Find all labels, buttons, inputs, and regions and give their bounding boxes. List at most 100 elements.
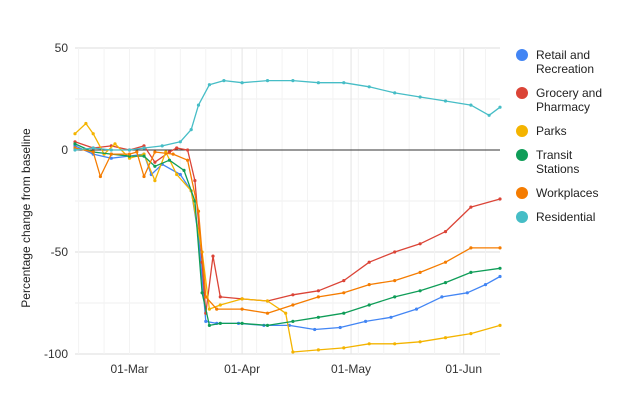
data-point-workplaces-20 xyxy=(418,270,422,274)
y-tick-label-0: 50 xyxy=(55,41,69,55)
data-point-parks-24 xyxy=(469,332,473,336)
data-point-transit-stations-14 xyxy=(291,319,295,323)
data-point-residential-6 xyxy=(178,140,182,144)
series-residential xyxy=(73,79,502,152)
data-point-retail-and-recreation-17 xyxy=(364,319,368,323)
legend-item-residential: Residential xyxy=(516,210,595,224)
data-point-residential-18 xyxy=(418,95,422,99)
data-point-retail-and-recreation-2 xyxy=(109,156,113,160)
data-point-retail-and-recreation-22 xyxy=(483,283,488,287)
legend-label-line: Retail and xyxy=(536,48,590,62)
data-point-workplaces-10 xyxy=(196,209,201,213)
legend-label-residential: Residential xyxy=(536,210,595,224)
data-point-residential-17 xyxy=(393,91,397,95)
y-tick-label-1: 0 xyxy=(61,143,68,157)
data-point-workplaces-1 xyxy=(91,150,95,154)
data-point-residential-20 xyxy=(469,103,473,107)
data-point-workplaces-9 xyxy=(186,158,190,162)
legend-item-grocery-and-pharmacy: Grocery and Pharmacy xyxy=(516,86,602,114)
data-point-residential-14 xyxy=(316,81,320,85)
data-point-grocery-and-pharmacy-19 xyxy=(367,260,371,264)
data-point-transit-stations-13 xyxy=(265,323,270,327)
data-point-workplaces-3 xyxy=(109,152,113,156)
series-lines xyxy=(73,79,502,354)
data-point-transit-stations-12 xyxy=(240,321,244,325)
legend-item-retail-and-recreation: Retail and Recreation xyxy=(516,48,594,76)
data-point-parks-19 xyxy=(342,346,346,350)
data-point-retail-and-recreation-18 xyxy=(389,315,393,319)
data-point-parks-18 xyxy=(316,348,320,352)
data-point-residential-1 xyxy=(91,146,95,150)
legend-swatch-parks xyxy=(516,125,528,137)
data-point-transit-stations-19 xyxy=(418,289,422,293)
legend-item-parks: Parks xyxy=(516,124,567,138)
data-point-parks-4 xyxy=(113,142,117,146)
legend-swatch-transit-stations xyxy=(516,149,528,161)
legend-swatch-grocery-and-pharmacy xyxy=(516,87,528,99)
data-point-workplaces-5 xyxy=(135,150,139,154)
data-point-workplaces-23 xyxy=(498,246,502,250)
series-line-retail-and-recreation xyxy=(74,145,501,331)
data-point-parks-20 xyxy=(367,342,371,346)
legend-swatch-workplaces xyxy=(516,187,528,199)
legend-label-line: Pharmacy xyxy=(536,100,590,114)
data-point-residential-2 xyxy=(109,148,113,152)
data-point-residential-10 xyxy=(222,79,226,83)
data-point-transit-stations-4 xyxy=(142,154,146,158)
data-point-residential-4 xyxy=(142,146,146,150)
data-point-residential-8 xyxy=(196,103,201,107)
legend-label-grocery-and-pharmacy: Grocery and Pharmacy xyxy=(536,86,602,114)
y-axis-ticks: 50 0 -50 -100 xyxy=(44,41,68,361)
legend-label-line: Parks xyxy=(536,124,567,138)
series-line-workplaces xyxy=(74,147,500,314)
data-point-transit-stations-22 xyxy=(498,266,502,270)
data-point-transit-stations-5 xyxy=(153,164,157,168)
data-point-residential-3 xyxy=(127,148,132,152)
data-point-parks-13 xyxy=(218,303,222,307)
x-tick-label-2: 01-May xyxy=(331,362,371,376)
data-point-parks-25 xyxy=(498,323,502,327)
legend-label-workplaces: Workplaces xyxy=(536,186,598,200)
x-axis-ticks: 01-Mar 01-Apr 01-May 01-Jun xyxy=(110,362,482,376)
data-point-workplaces-18 xyxy=(367,283,371,287)
series-line-residential xyxy=(74,79,501,151)
data-point-grocery-and-pharmacy-5 xyxy=(153,160,157,164)
data-point-workplaces-16 xyxy=(316,295,320,299)
data-point-retail-and-recreation-16 xyxy=(338,325,342,330)
data-point-transit-stations-20 xyxy=(443,281,448,285)
data-point-retail-and-recreation-23 xyxy=(498,274,502,279)
data-point-residential-5 xyxy=(160,144,164,148)
series-line-grocery-and-pharmacy xyxy=(74,141,501,314)
data-point-residential-12 xyxy=(265,79,270,83)
data-point-retail-and-recreation-19 xyxy=(414,307,419,311)
data-point-retail-and-recreation-21 xyxy=(465,291,469,295)
data-point-parks-17 xyxy=(291,350,295,354)
legend-label-line: Stations xyxy=(536,162,579,176)
data-point-residential-15 xyxy=(342,81,346,85)
y-axis-title: Percentage change from baseline xyxy=(19,128,33,308)
legend-swatch-residential xyxy=(516,211,528,223)
data-point-parks-16 xyxy=(284,311,288,315)
legend-label-transit-stations: Transit Stations xyxy=(536,148,579,176)
data-point-workplaces-8 xyxy=(171,152,175,156)
data-point-parks-0 xyxy=(73,132,77,136)
data-point-transit-stations-6 xyxy=(167,158,171,162)
data-point-residential-19 xyxy=(443,99,448,103)
data-point-parks-15 xyxy=(265,299,270,303)
legend-label-line: Recreation xyxy=(536,62,594,76)
gridlines xyxy=(75,47,500,355)
data-point-grocery-and-pharmacy-23 xyxy=(469,205,473,209)
legend-label-parks: Parks xyxy=(536,124,567,138)
data-point-transit-stations-17 xyxy=(367,303,371,307)
data-point-transit-stations-10 xyxy=(207,323,211,327)
data-point-retail-and-recreation-10 xyxy=(204,319,208,323)
data-point-retail-and-recreation-7 xyxy=(178,172,182,177)
data-point-retail-and-recreation-15 xyxy=(313,327,317,332)
data-point-workplaces-7 xyxy=(153,150,157,154)
data-point-parks-23 xyxy=(443,336,448,340)
data-point-grocery-and-pharmacy-12 xyxy=(211,254,215,258)
legend-label-line: Residential xyxy=(536,210,595,224)
legend-label-line: Transit xyxy=(536,148,573,162)
